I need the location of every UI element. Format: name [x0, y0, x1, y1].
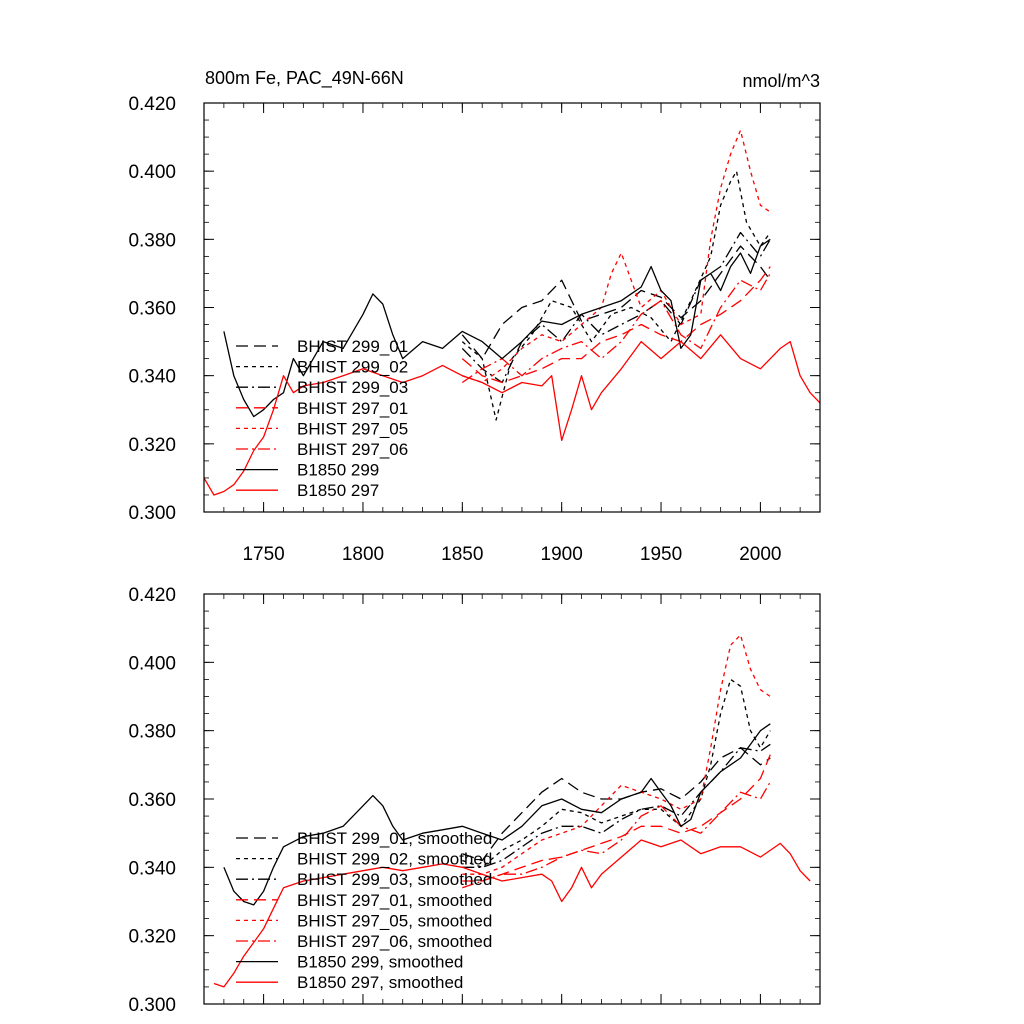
y-tick-label: 0.380: [128, 722, 176, 743]
series-line-bhist-299-02: [461, 170, 771, 421]
legend-label: BHIST 299_03, smoothed: [297, 870, 492, 889]
legend-label: B1850 297: [297, 481, 379, 500]
series-line-bhist-297-06: [461, 273, 771, 384]
y-tick-label: 0.340: [128, 367, 176, 388]
series-line-bhist-299-02-smoothed: [462, 678, 771, 868]
series-line-bhist-297-01: [461, 266, 771, 384]
series-line-b1850-299-smoothed: [223, 723, 771, 906]
y-tick-label: 0.400: [128, 162, 176, 183]
series-line-bhist-297-06-smoothed: [462, 781, 771, 889]
legend-label: B1850 297, smoothed: [297, 973, 463, 992]
y-tick-label: 0.300: [128, 995, 176, 1016]
bottom-panel: BHIST 299_01, smoothed BHIST 299_02, smoo…: [128, 585, 821, 1016]
series-line-bhist-297-01-smoothed: [462, 754, 771, 882]
x-tick-label: 1800: [342, 544, 384, 565]
top-panel: 800m Fe, PAC_49N-66N nmol/m^3 BHIST 299_…: [128, 68, 821, 565]
series-line-b1850-299: [223, 238, 771, 418]
x-tick-label: 1950: [640, 544, 682, 565]
series-line-bhist-297-05: [462, 129, 771, 384]
y-tick-label: 0.340: [128, 858, 176, 879]
y-tick-label: 0.320: [128, 435, 176, 456]
legend-label: BHIST 297_06, smoothed: [297, 932, 492, 951]
legend-label: B1850 299, smoothed: [297, 953, 463, 972]
y-tick-label: 0.320: [128, 927, 176, 948]
y-tick-label: 0.400: [128, 653, 176, 674]
legend-label: B1850 299: [297, 461, 379, 480]
legend-label: BHIST 297_06: [297, 440, 408, 459]
legend-label: BHIST 297_01: [297, 399, 408, 418]
chart-title: 800m Fe, PAC_49N-66N: [205, 68, 404, 89]
series-line-bhist-297-05-smoothed: [462, 634, 771, 875]
units-label: nmol/m^3: [743, 71, 820, 91]
y-tick-label: 0.300: [128, 503, 176, 524]
x-tick-label: 1900: [541, 544, 583, 565]
series-line-bhist-299-03: [461, 231, 771, 384]
series-line-b1850-297-smoothed: [213, 839, 811, 988]
legend-label: BHIST 297_05: [297, 419, 408, 438]
legend-label: BHIST 299_02, smoothed: [297, 850, 492, 869]
legend-label: BHIST 299_01: [297, 337, 408, 356]
x-tick-label: 2000: [739, 544, 781, 565]
legend-label: BHIST 297_05, smoothed: [297, 911, 492, 930]
legend-label: BHIST 299_01, smoothed: [297, 829, 492, 848]
x-tick-label: 1750: [242, 544, 284, 565]
y-tick-label: 0.420: [128, 94, 176, 115]
legend-label: BHIST 297_01, smoothed: [297, 891, 492, 910]
series-line-bhist-299-01: [461, 245, 771, 360]
legend-label: BHIST 299_02: [297, 358, 408, 377]
y-tick-label: 0.420: [128, 585, 176, 606]
y-tick-label: 0.360: [128, 299, 176, 320]
y-tick-label: 0.380: [128, 230, 176, 251]
x-tick-label: 1850: [441, 544, 483, 565]
series-line-b1850-297: [203, 334, 821, 496]
y-tick-label: 0.360: [128, 790, 176, 811]
legend-label: BHIST 299_03: [297, 378, 408, 397]
series-line-bhist-299-03-smoothed: [462, 743, 771, 868]
